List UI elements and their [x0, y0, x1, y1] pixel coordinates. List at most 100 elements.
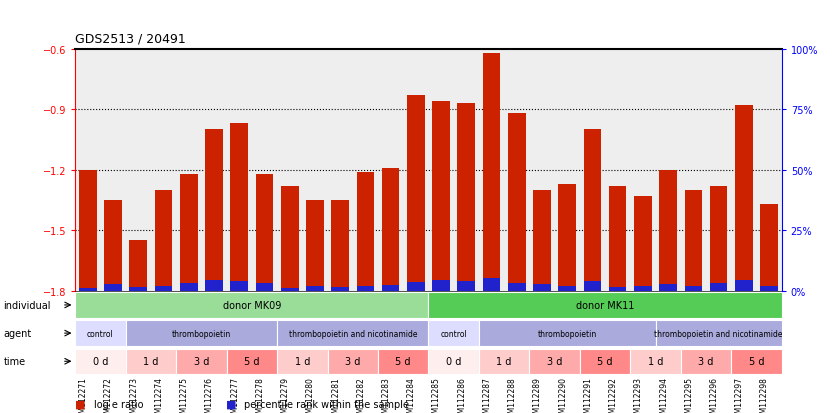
Bar [479, 320, 655, 346]
Text: GSM112284: GSM112284 [407, 377, 415, 413]
Text: GSM112279: GSM112279 [281, 377, 290, 413]
Text: thrombopoietin and nicotinamide: thrombopoietin and nicotinamide [288, 329, 417, 338]
Bar [710, 187, 727, 291]
Text: GSM112276: GSM112276 [205, 377, 214, 413]
Text: 1 d: 1 d [294, 356, 310, 366]
Bar [584, 282, 601, 291]
Bar [584, 130, 601, 291]
Bar [533, 285, 551, 291]
Text: 0 d: 0 d [446, 356, 461, 366]
Bar [529, 349, 580, 374]
Bar [79, 171, 97, 291]
Bar [75, 292, 429, 318]
Text: thrombopoietin: thrombopoietin [171, 329, 231, 338]
Bar [328, 349, 378, 374]
Bar [432, 280, 450, 291]
Text: GSM112282: GSM112282 [356, 377, 365, 413]
Text: 0 d: 0 d [93, 356, 108, 366]
Text: GSM112281: GSM112281 [331, 377, 340, 413]
Text: GSM112288: GSM112288 [507, 377, 517, 413]
Bar [432, 102, 450, 291]
Bar [75, 320, 125, 346]
Bar [306, 286, 324, 291]
Bar [277, 349, 328, 374]
Bar [407, 96, 425, 291]
Text: 5 d: 5 d [749, 356, 764, 366]
Bar [176, 349, 227, 374]
Text: GSM112271: GSM112271 [79, 377, 88, 413]
Bar [660, 285, 677, 291]
Text: 5 d: 5 d [395, 356, 411, 366]
Text: individual: individual [3, 300, 51, 310]
Bar [331, 201, 349, 291]
Bar [356, 286, 375, 291]
Bar [558, 185, 576, 291]
Bar [382, 169, 400, 291]
Bar [180, 283, 197, 291]
Bar [428, 349, 479, 374]
Text: donor MK11: donor MK11 [576, 300, 635, 310]
Bar [104, 201, 122, 291]
Bar [125, 349, 176, 374]
Bar [760, 204, 777, 291]
Text: GSM112286: GSM112286 [457, 377, 466, 413]
Bar [281, 288, 298, 291]
Bar [231, 124, 248, 291]
Bar [407, 282, 425, 291]
Text: 1 d: 1 d [143, 356, 159, 366]
Text: agent: agent [3, 328, 32, 338]
Bar [630, 349, 681, 374]
Bar [760, 286, 777, 291]
Text: GSM112293: GSM112293 [634, 377, 643, 413]
Text: GSM112296: GSM112296 [710, 377, 719, 413]
Text: GDS2513 / 20491: GDS2513 / 20491 [75, 33, 186, 45]
Text: GSM112280: GSM112280 [306, 377, 315, 413]
Bar [428, 320, 479, 346]
Bar [634, 286, 652, 291]
Bar [256, 174, 273, 291]
Bar [482, 54, 501, 291]
Bar [75, 349, 125, 374]
Text: GSM112292: GSM112292 [609, 377, 618, 413]
Text: percentile rank within the sample: percentile rank within the sample [244, 399, 409, 409]
Text: GSM112289: GSM112289 [533, 377, 542, 413]
Text: thrombopoietin and nicotinamide: thrombopoietin and nicotinamide [655, 329, 782, 338]
Bar [256, 284, 273, 291]
Text: GSM112298: GSM112298 [760, 377, 769, 413]
Text: GSM112273: GSM112273 [130, 377, 138, 413]
Bar [378, 349, 428, 374]
Bar [508, 283, 526, 291]
Bar [104, 285, 122, 291]
Bar [227, 349, 277, 374]
Text: 3 d: 3 d [345, 356, 360, 366]
Bar [685, 286, 702, 291]
Text: control: control [441, 329, 467, 338]
Text: log e ratio: log e ratio [94, 399, 143, 409]
Bar [735, 280, 752, 291]
Text: 3 d: 3 d [194, 356, 209, 366]
Bar [130, 241, 147, 291]
Text: GSM112272: GSM112272 [104, 377, 113, 413]
Text: 1 d: 1 d [648, 356, 663, 366]
Bar [130, 287, 147, 291]
Bar [79, 289, 97, 291]
Bar [457, 104, 475, 291]
Bar [735, 106, 752, 291]
Bar [681, 349, 732, 374]
Bar [331, 287, 349, 291]
Bar [685, 190, 702, 291]
Text: GSM112277: GSM112277 [230, 377, 239, 413]
Text: time: time [3, 356, 25, 366]
Bar [655, 320, 782, 346]
Bar [180, 174, 197, 291]
Text: 1 d: 1 d [497, 356, 512, 366]
Bar [382, 285, 400, 291]
Bar [482, 278, 501, 291]
Text: GSM112295: GSM112295 [685, 377, 693, 413]
Bar [558, 286, 576, 291]
Bar [609, 187, 626, 291]
Bar [356, 172, 375, 291]
Text: GSM112283: GSM112283 [381, 377, 390, 413]
Text: GSM112290: GSM112290 [558, 377, 567, 413]
Text: GSM112274: GSM112274 [155, 377, 164, 413]
